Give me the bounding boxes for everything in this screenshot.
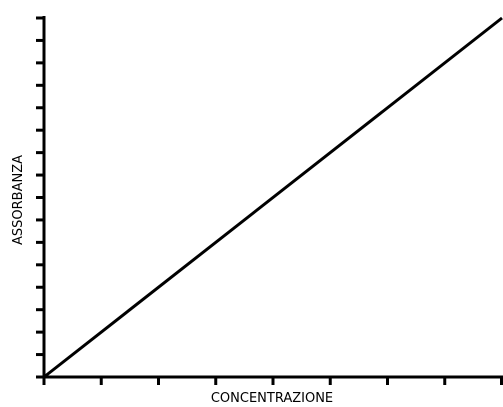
data-line [43,16,503,379]
x-axis-label: CONCENTRAZIONE [211,391,333,406]
y-axis-label: ASSORBANZA [11,155,26,245]
